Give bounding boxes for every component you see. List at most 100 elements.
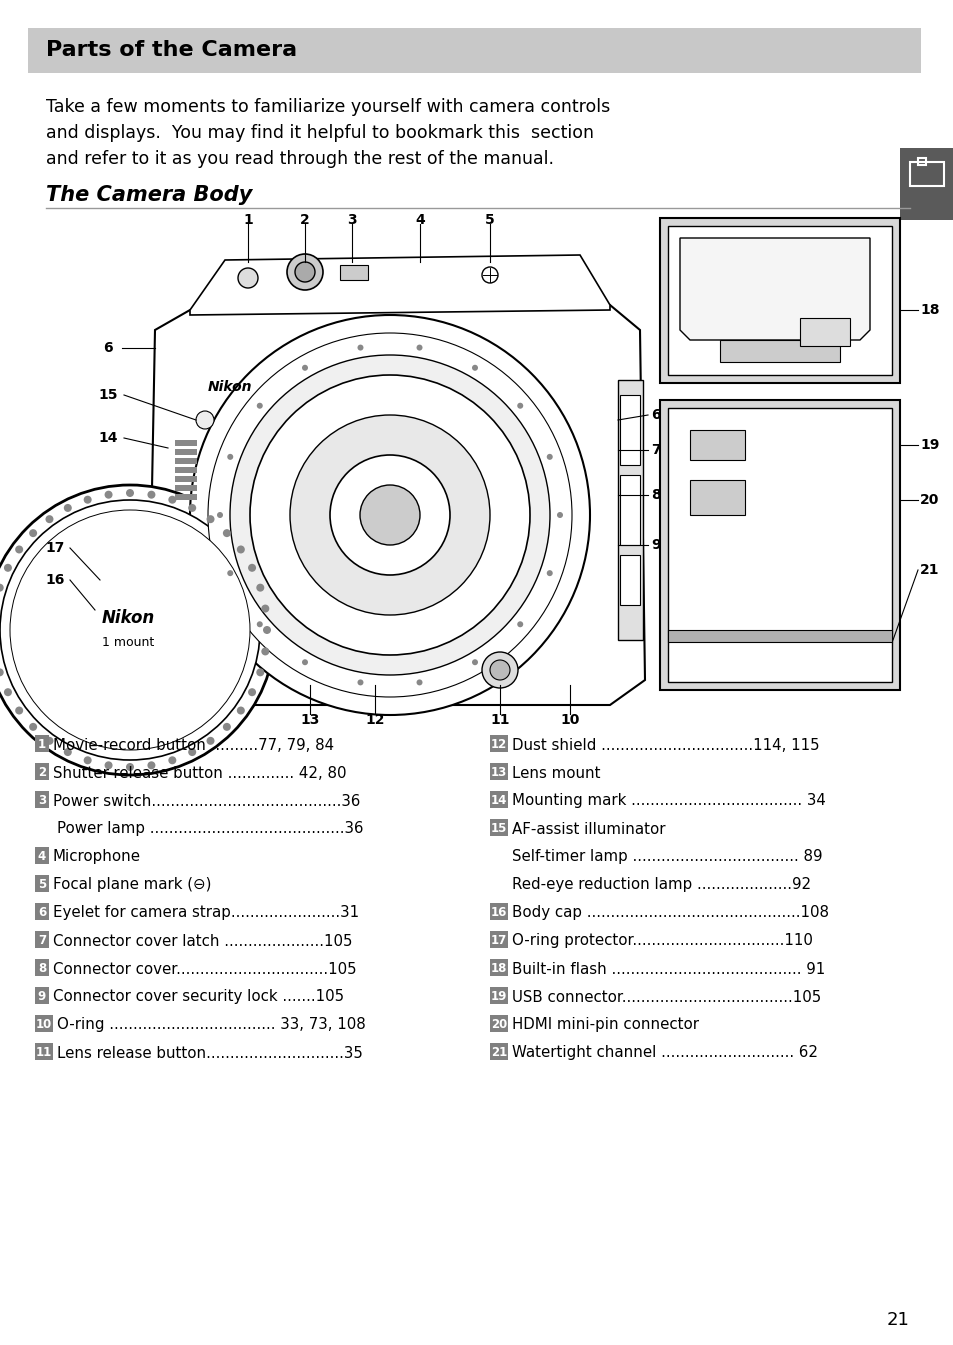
Circle shape <box>188 748 196 756</box>
Text: Lens mount: Lens mount <box>512 765 599 780</box>
Bar <box>667 408 891 682</box>
Circle shape <box>30 529 37 537</box>
Text: 1 mount: 1 mount <box>102 636 154 650</box>
Bar <box>28 28 920 73</box>
Bar <box>899 148 953 221</box>
Circle shape <box>263 625 271 633</box>
Bar <box>667 226 891 375</box>
Circle shape <box>261 604 269 612</box>
Text: 17: 17 <box>491 935 507 947</box>
Circle shape <box>416 344 422 351</box>
Bar <box>490 902 507 920</box>
Text: 8: 8 <box>651 488 660 502</box>
Bar <box>35 734 49 752</box>
Bar <box>689 480 744 515</box>
Circle shape <box>517 402 522 409</box>
Circle shape <box>0 584 4 592</box>
Circle shape <box>10 510 250 751</box>
Bar <box>659 218 899 383</box>
Text: Connector cover security lock .......105: Connector cover security lock .......105 <box>53 990 344 1005</box>
Text: 20: 20 <box>920 494 939 507</box>
Circle shape <box>290 416 490 615</box>
Circle shape <box>4 689 12 697</box>
Circle shape <box>256 668 264 677</box>
Text: 7: 7 <box>38 935 46 947</box>
Text: 2: 2 <box>300 213 310 227</box>
Circle shape <box>15 546 23 554</box>
Text: 4: 4 <box>415 213 424 227</box>
Text: The Camera Body: The Camera Body <box>46 186 253 204</box>
Circle shape <box>359 486 419 545</box>
Text: Connector cover latch .....................105: Connector cover latch ..................… <box>53 933 352 948</box>
Text: Connector cover................................105: Connector cover.........................… <box>53 962 356 976</box>
Bar <box>35 931 49 948</box>
Circle shape <box>64 504 71 512</box>
Circle shape <box>148 761 155 769</box>
Bar <box>35 763 49 780</box>
Circle shape <box>105 491 112 499</box>
Bar <box>35 791 49 808</box>
Circle shape <box>261 647 269 655</box>
Bar <box>619 555 639 605</box>
Circle shape <box>223 529 231 537</box>
Text: Take a few moments to familiarize yourself with camera controls: Take a few moments to familiarize yourse… <box>46 98 610 116</box>
Bar <box>174 476 196 482</box>
Circle shape <box>248 564 255 572</box>
Circle shape <box>256 621 262 627</box>
Text: 5: 5 <box>38 878 46 892</box>
Circle shape <box>287 254 323 291</box>
Text: 8: 8 <box>38 963 46 975</box>
Circle shape <box>190 315 589 716</box>
Bar <box>35 987 49 1003</box>
Circle shape <box>357 344 363 351</box>
Text: Microphone: Microphone <box>53 850 141 865</box>
Text: Red-eye reduction lamp ....................92: Red-eye reduction lamp .................… <box>512 877 810 893</box>
Text: 21: 21 <box>491 1046 507 1060</box>
Bar <box>490 791 507 808</box>
Circle shape <box>46 515 53 523</box>
Circle shape <box>481 268 497 282</box>
Text: USB connector....................................105: USB connector...........................… <box>512 990 821 1005</box>
Text: 21: 21 <box>886 1311 909 1329</box>
Circle shape <box>188 504 196 512</box>
Text: 6: 6 <box>38 907 46 920</box>
Circle shape <box>0 500 260 760</box>
Circle shape <box>105 761 112 769</box>
Bar <box>689 430 744 460</box>
Circle shape <box>237 268 257 288</box>
Circle shape <box>0 668 4 677</box>
Circle shape <box>236 546 245 554</box>
Circle shape <box>30 722 37 730</box>
Circle shape <box>472 364 477 371</box>
Text: 12: 12 <box>365 713 384 728</box>
Bar <box>174 449 196 455</box>
Text: Power lamp .........................................36: Power lamp .............................… <box>57 822 363 837</box>
Text: 1: 1 <box>243 213 253 227</box>
Text: and refer to it as you read through the rest of the manual.: and refer to it as you read through the … <box>46 151 554 168</box>
Text: HDMI mini-pin connector: HDMI mini-pin connector <box>512 1018 699 1033</box>
Bar <box>618 381 642 640</box>
Circle shape <box>148 491 155 499</box>
Bar <box>720 340 840 362</box>
Bar <box>490 763 507 780</box>
Text: 17: 17 <box>45 541 65 555</box>
Circle shape <box>481 652 517 689</box>
Circle shape <box>208 334 572 697</box>
Text: 6: 6 <box>103 342 112 355</box>
Text: Power switch........................................36: Power switch............................… <box>53 794 360 808</box>
Text: Parts of the Camera: Parts of the Camera <box>46 40 296 61</box>
Circle shape <box>206 515 214 523</box>
Text: 10: 10 <box>559 713 579 728</box>
Bar <box>909 161 943 186</box>
Circle shape <box>227 453 233 460</box>
Text: 19: 19 <box>920 438 939 452</box>
Circle shape <box>302 364 308 371</box>
Circle shape <box>236 706 245 714</box>
Circle shape <box>302 659 308 666</box>
Bar <box>490 987 507 1003</box>
Text: Nikon: Nikon <box>208 381 253 394</box>
Circle shape <box>472 659 477 666</box>
Circle shape <box>557 512 562 518</box>
Text: 3: 3 <box>347 213 356 227</box>
Circle shape <box>15 706 23 714</box>
